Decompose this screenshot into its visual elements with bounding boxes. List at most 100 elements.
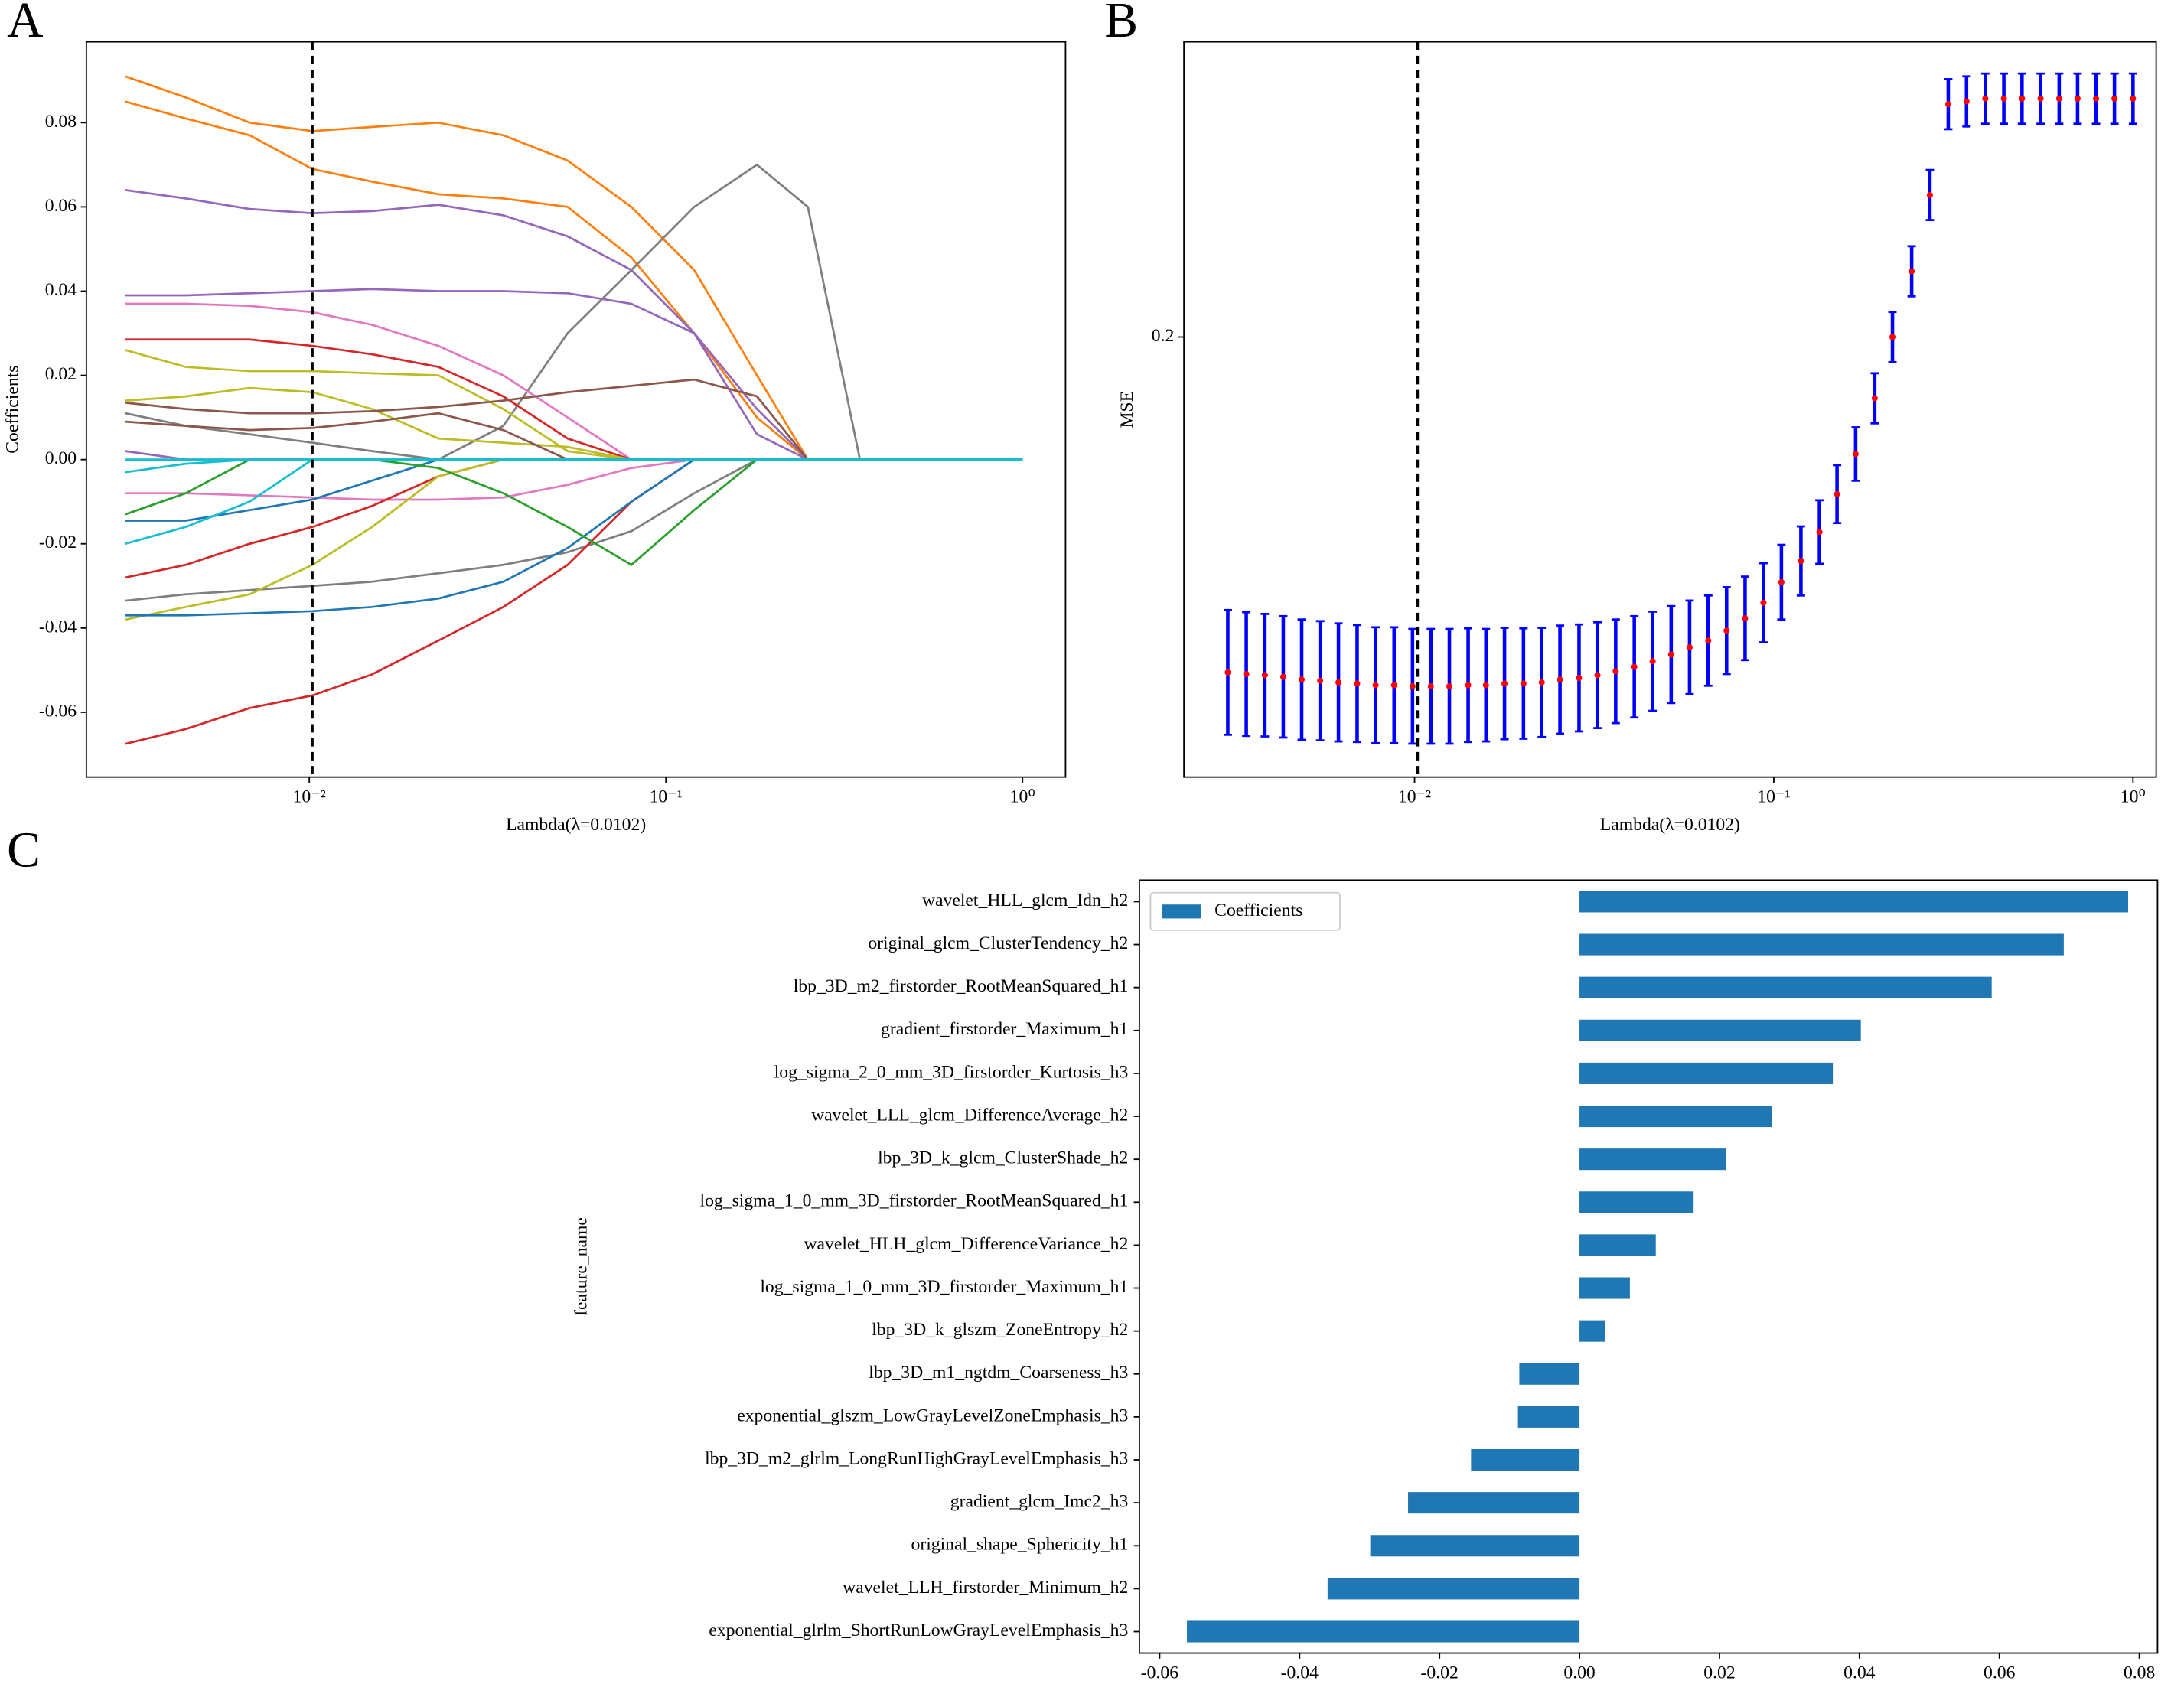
- mse-point: [1335, 679, 1342, 686]
- legend-swatch: [1162, 904, 1201, 919]
- mse-point: [1909, 268, 1915, 275]
- mse-point: [1427, 683, 1434, 690]
- y-tick-label: 0.04: [45, 280, 77, 300]
- mse-point: [1963, 98, 1970, 105]
- x-axis-label: Lambda(λ=0.0102): [1600, 815, 1740, 835]
- x-tick-label: 10⁻¹: [1757, 787, 1790, 806]
- coefficient-path: [125, 75, 1023, 461]
- legend-label: Coefficients: [1214, 901, 1302, 920]
- coefficient-path: [125, 349, 1023, 461]
- mse-point: [1520, 680, 1527, 687]
- mse-point: [1279, 673, 1286, 680]
- mse-point: [1631, 663, 1638, 670]
- bar: [1519, 1363, 1580, 1385]
- mse-point: [1354, 680, 1361, 687]
- mse-point: [2019, 95, 2026, 102]
- y-tick-label: wavelet_HLL_glcm_Idn_h2: [922, 891, 1128, 910]
- bar: [1579, 1277, 1630, 1299]
- mse-point: [1834, 490, 1840, 497]
- mse-point: [2130, 95, 2137, 102]
- y-tick-label: 0.2: [1152, 326, 1175, 346]
- mse-point: [1723, 627, 1730, 634]
- mse-point: [1778, 578, 1785, 585]
- y-axis-label: Coefficients: [3, 366, 23, 454]
- y-tick-label: 0.00: [45, 448, 77, 468]
- mse-point: [1594, 672, 1601, 679]
- mse-point: [1390, 682, 1397, 689]
- panel-label: C: [7, 823, 41, 878]
- y-tick-label: lbp_3D_k_glcm_ClusterShade_h2: [878, 1148, 1128, 1168]
- mse-point: [1243, 670, 1250, 677]
- y-tick-label: gradient_glcm_Imc2_h3: [950, 1492, 1129, 1512]
- coefficient-path: [125, 338, 1023, 461]
- y-tick-label: -0.06: [39, 701, 77, 721]
- mse-point: [1465, 682, 1472, 689]
- mse-point: [1944, 101, 1951, 108]
- mse-point: [1889, 334, 1896, 340]
- y-axis-label: MSE: [1117, 391, 1137, 428]
- bar: [1579, 1019, 1861, 1041]
- mse-point: [2037, 95, 2044, 102]
- y-tick-label: -0.04: [39, 617, 77, 637]
- coefficient-path: [125, 189, 1023, 461]
- y-tick-label: log_sigma_1_0_mm_3D_firstorder_RootMeanS…: [700, 1191, 1129, 1211]
- bar: [1579, 1320, 1605, 1342]
- x-tick-label: 0.00: [1563, 1663, 1595, 1682]
- panel-label: A: [7, 0, 43, 48]
- x-tick-label: -0.02: [1421, 1663, 1459, 1682]
- mse-point: [2111, 95, 2118, 102]
- x-tick-label: -0.06: [1141, 1663, 1178, 1682]
- y-tick-label: original_shape_Sphericity_h1: [911, 1535, 1128, 1555]
- y-tick-label: 0.08: [45, 112, 77, 132]
- y-tick-label: exponential_glrlm_ShortRunLowGrayLevelEm…: [709, 1620, 1128, 1640]
- mse-point: [1482, 682, 1489, 689]
- bar: [1579, 1191, 1694, 1213]
- axes-frame: [85, 41, 1067, 778]
- x-tick-label: 10⁰: [2120, 787, 2146, 806]
- bar: [1579, 1106, 1772, 1128]
- x-tick-label: 10⁻²: [293, 787, 326, 806]
- mse-point: [1224, 669, 1231, 676]
- y-tick-label: lbp_3D_m2_glrlm_LongRunHighGrayLevelEmph…: [705, 1448, 1128, 1468]
- x-tick-label: 10⁻¹: [650, 787, 683, 806]
- x-tick-label: 0.02: [1703, 1663, 1735, 1682]
- mse-point: [1816, 529, 1823, 536]
- mse-point: [1798, 558, 1804, 565]
- y-tick-label: wavelet_LLH_firstorder_Minimum_h2: [843, 1578, 1128, 1598]
- mse-point: [1612, 668, 1619, 675]
- mse-point: [1501, 680, 1508, 687]
- mse-point: [1557, 676, 1563, 683]
- mse-point: [1576, 675, 1583, 682]
- coefficient-path: [125, 386, 1023, 461]
- bar: [1370, 1535, 1580, 1557]
- axes-frame: [1138, 879, 2159, 1654]
- mse-point: [1742, 615, 1749, 622]
- y-tick-label: exponential_glszm_LowGrayLevelZoneEmphas…: [737, 1406, 1128, 1425]
- mse-point: [2074, 95, 2081, 102]
- bar: [1327, 1578, 1580, 1600]
- bar: [1187, 1620, 1580, 1643]
- mse-point: [1705, 637, 1712, 644]
- y-axis-label: feature_name: [571, 1217, 591, 1316]
- mse-point: [1409, 683, 1416, 690]
- coefficient-path: [125, 458, 1023, 745]
- mse-point: [1538, 679, 1545, 686]
- y-tick-label: original_glcm_ClusterTendency_h2: [868, 933, 1128, 953]
- y-tick-label: -0.02: [39, 533, 77, 552]
- coefficient-path: [125, 100, 1023, 461]
- axes-frame: [1183, 41, 2157, 778]
- legend-frame: [1149, 891, 1341, 931]
- bar: [1579, 891, 2129, 913]
- x-tick-label: 10⁰: [1010, 787, 1035, 806]
- y-tick-label: lbp_3D_k_glszm_ZoneEntropy_h2: [872, 1320, 1128, 1340]
- x-tick-label: 0.08: [2124, 1663, 2155, 1682]
- coefficient-path: [125, 458, 1023, 522]
- y-tick-label: lbp_3D_m2_firstorder_RootMeanSquared_h1: [794, 976, 1129, 996]
- mse-point: [1446, 683, 1453, 690]
- bar: [1579, 1234, 1656, 1256]
- mse-point: [1317, 677, 1324, 684]
- bar: [1517, 1406, 1580, 1428]
- x-axis-label: Lambda(λ=0.0102): [506, 815, 646, 835]
